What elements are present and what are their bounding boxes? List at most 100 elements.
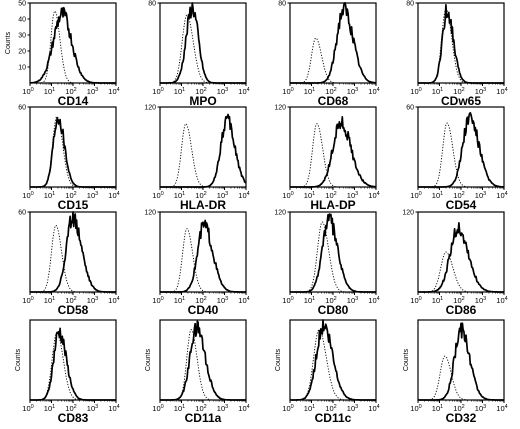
x-tick-label: 102 <box>453 87 464 96</box>
control-histogram-line <box>290 329 376 401</box>
x-tick-label: 103 <box>475 87 486 96</box>
histogram-panel-12: 100 101 102 103 104 120 CD86 <box>402 210 507 318</box>
histogram-panel-4: 100 101 102 103 104 80 CDw65 <box>406 1 508 109</box>
x-tick-label: 100 <box>410 404 421 413</box>
x-tick-label: 103 <box>217 191 228 200</box>
y-tick-label: 50 <box>18 1 26 8</box>
x-tick-label: 103 <box>475 404 486 413</box>
marker-label: CD32 <box>446 411 477 425</box>
marker-label: CD58 <box>58 303 89 317</box>
x-tick-label: 103 <box>475 296 486 305</box>
marker-label: MPO <box>189 94 216 108</box>
plot-frame <box>159 106 247 188</box>
stained-histogram-line <box>29 117 117 188</box>
histogram-panel-8: 100 101 102 103 104 60 CD54 <box>406 105 508 213</box>
marker-label: CD86 <box>446 303 477 317</box>
marker-label: HLA-DR <box>180 198 226 212</box>
x-tick-label: 104 <box>496 296 507 305</box>
histogram-panel-3: 100 101 102 103 104 80 CD68 <box>278 1 380 109</box>
control-histogram-line <box>30 224 116 293</box>
histogram-panel-6: 100 101 102 103 104 120 HLA-DR <box>144 105 249 213</box>
x-tick-label: 103 <box>347 404 358 413</box>
x-tick-label: 103 <box>347 87 358 96</box>
marker-label: CD15 <box>58 198 89 212</box>
marker-label: CD80 <box>318 303 349 317</box>
y-tick-label: 120 <box>144 210 156 217</box>
x-tick-label: 100 <box>410 296 421 305</box>
plot-frame <box>417 2 505 84</box>
x-tick-label: 104 <box>108 87 119 96</box>
y-tick-label: 80 <box>278 1 286 8</box>
y-axis-label: Counts <box>275 348 282 371</box>
stained-histogram-line <box>417 3 505 84</box>
histogram-panel-1: 100 101 102 103 104 10 20 30 40 50 Counts CD14 <box>5 1 120 109</box>
marker-label: HLA-DP <box>310 198 355 212</box>
y-tick-label: 60 <box>18 105 26 112</box>
marker-label: CD68 <box>318 94 349 108</box>
y-tick-label: 80 <box>406 1 414 8</box>
stained-histogram-line <box>159 219 247 293</box>
histogram-panel-16: 100 101 102 103 104 Counts CD32 <box>403 319 508 425</box>
stained-histogram-line <box>29 327 117 401</box>
plot-frame <box>159 319 247 401</box>
marker-label: CD14 <box>58 94 89 108</box>
x-tick-label: 102 <box>65 191 76 200</box>
x-tick-label: 103 <box>475 191 486 200</box>
x-tick-label: 102 <box>195 87 206 96</box>
plot-frame <box>29 2 117 84</box>
x-tick-label: 100 <box>282 404 293 413</box>
stained-histogram-line <box>29 211 117 293</box>
x-tick-label: 102 <box>453 296 464 305</box>
control-histogram-line <box>418 251 504 293</box>
histogram-panel-14: 100 101 102 103 104 Counts CD11a <box>145 319 250 425</box>
y-tick-label: 30 <box>18 33 26 40</box>
x-tick-label: 100 <box>410 87 421 96</box>
x-tick-label: 102 <box>65 296 76 305</box>
x-tick-label: 101 <box>174 191 185 200</box>
stained-histogram-line <box>289 2 377 84</box>
histogram-panel-13: 100 101 102 103 104 Counts CD83 <box>15 319 120 425</box>
x-tick-label: 101 <box>44 296 55 305</box>
x-tick-label: 104 <box>238 87 249 96</box>
x-tick-label: 103 <box>217 87 228 96</box>
x-tick-label: 101 <box>44 404 55 413</box>
x-tick-label: 104 <box>238 191 249 200</box>
x-tick-label: 103 <box>347 191 358 200</box>
marker-label: CD11c <box>315 411 352 425</box>
x-tick-label: 101 <box>304 87 315 96</box>
control-histogram-line <box>290 37 376 84</box>
x-tick-label: 100 <box>282 296 293 305</box>
x-tick-label: 100 <box>152 87 163 96</box>
y-tick-label: 10 <box>18 65 26 72</box>
y-axis-label: Counts <box>145 348 152 371</box>
x-tick-label: 100 <box>22 404 33 413</box>
plot-frame <box>29 106 117 188</box>
x-tick-label: 102 <box>325 404 336 413</box>
x-tick-label: 104 <box>368 87 379 96</box>
x-tick-label: 101 <box>44 87 55 96</box>
x-tick-label: 101 <box>174 87 185 96</box>
y-tick-label: 80 <box>148 1 156 8</box>
x-tick-label: 104 <box>238 404 249 413</box>
x-tick-label: 101 <box>304 296 315 305</box>
y-tick-label: 20 <box>18 49 26 56</box>
x-tick-label: 104 <box>496 404 507 413</box>
control-histogram-line <box>30 116 116 188</box>
x-tick-label: 101 <box>432 296 443 305</box>
x-tick-label: 102 <box>325 191 336 200</box>
x-tick-label: 101 <box>174 296 185 305</box>
x-tick-label: 101 <box>304 404 315 413</box>
x-tick-label: 102 <box>195 296 206 305</box>
x-tick-label: 100 <box>22 296 33 305</box>
x-tick-label: 100 <box>282 87 293 96</box>
marker-label: CD40 <box>188 303 219 317</box>
x-tick-label: 104 <box>368 404 379 413</box>
x-tick-label: 104 <box>108 404 119 413</box>
histogram-panel-9: 100 101 102 103 104 60 CD58 <box>18 210 120 318</box>
plot-frame <box>417 211 505 293</box>
x-tick-label: 103 <box>347 296 358 305</box>
x-tick-label: 102 <box>195 404 206 413</box>
x-tick-label: 102 <box>453 191 464 200</box>
control-histogram-line <box>290 123 376 188</box>
